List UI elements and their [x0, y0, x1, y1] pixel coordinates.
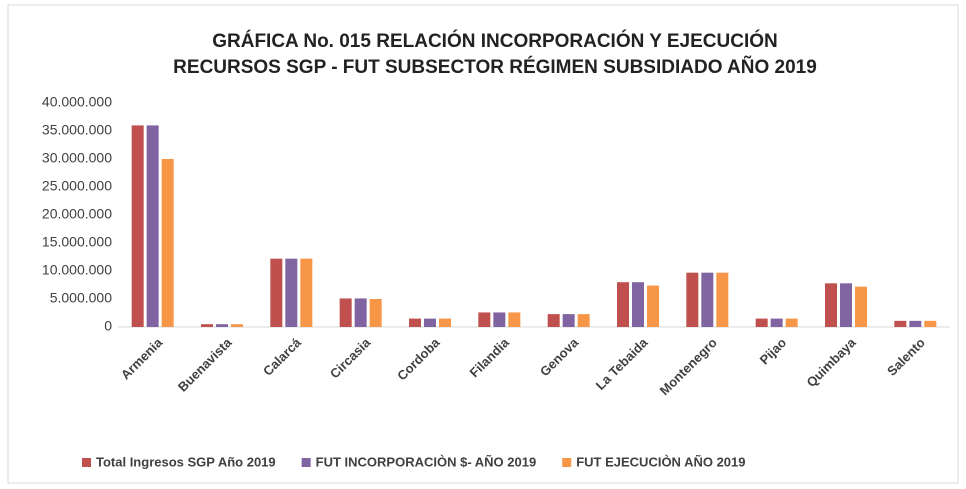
- bar: [424, 318, 436, 327]
- bar: [785, 318, 798, 327]
- bar: [146, 125, 159, 328]
- y-tick-label: 15.000.000: [42, 234, 112, 250]
- bar: [855, 286, 867, 327]
- y-tick-label: 30.000.000: [42, 150, 112, 166]
- bar: [354, 298, 367, 327]
- bar: [439, 318, 451, 327]
- bar: [755, 318, 768, 327]
- bar: [840, 283, 852, 327]
- legend-label: FUT EJECUCIÒN AÑO 2019: [576, 454, 745, 469]
- bar: [409, 318, 421, 327]
- bar: [493, 312, 506, 327]
- bar: [716, 272, 729, 327]
- bar: [647, 285, 659, 327]
- bar: [270, 258, 283, 327]
- y-tick-label: 20.000.000: [42, 206, 112, 222]
- bar: [201, 324, 213, 327]
- bar: [231, 324, 243, 327]
- y-tick-label: 40.000.000: [42, 94, 112, 110]
- legend-swatch: [301, 458, 311, 467]
- bar: [339, 298, 352, 327]
- chart-title: RECURSOS SGP - FUT SUBSECTOR RÉGIMEN SUB…: [173, 56, 817, 78]
- bar: [701, 272, 714, 327]
- bar: [894, 320, 907, 327]
- bar: [632, 282, 644, 327]
- bar: [577, 314, 590, 327]
- bar: [909, 320, 922, 327]
- bar: [369, 299, 382, 327]
- y-tick-label: 0: [104, 318, 112, 334]
- bar: [216, 324, 228, 327]
- y-tick-label: 25.000.000: [42, 178, 112, 194]
- bar: [686, 272, 699, 327]
- bar: [547, 314, 560, 327]
- bar: [770, 318, 783, 327]
- bar: [924, 320, 937, 327]
- legend-swatch: [562, 458, 572, 467]
- bar: [161, 159, 174, 327]
- bar: [508, 312, 521, 327]
- y-tick-label: 35.000.000: [42, 122, 112, 138]
- bar: [131, 125, 144, 328]
- y-tick-label: 5.000.000: [50, 290, 112, 306]
- legend-label: Total Ingresos SGP Año 2019: [96, 454, 276, 469]
- chart-title: GRÁFICA No. 015 RELACIÓN INCORPORACIÓN Y…: [212, 30, 778, 52]
- bar: [285, 258, 298, 327]
- bar: [478, 312, 491, 327]
- y-tick-label: 10.000.000: [42, 262, 112, 278]
- legend-swatch: [82, 458, 91, 467]
- bar: [300, 258, 313, 327]
- bar: [825, 283, 837, 327]
- legend-label: FUT INCORPORACIÒN $- AÑO 2019: [316, 454, 537, 469]
- bar: [562, 314, 575, 327]
- bar: [617, 282, 629, 327]
